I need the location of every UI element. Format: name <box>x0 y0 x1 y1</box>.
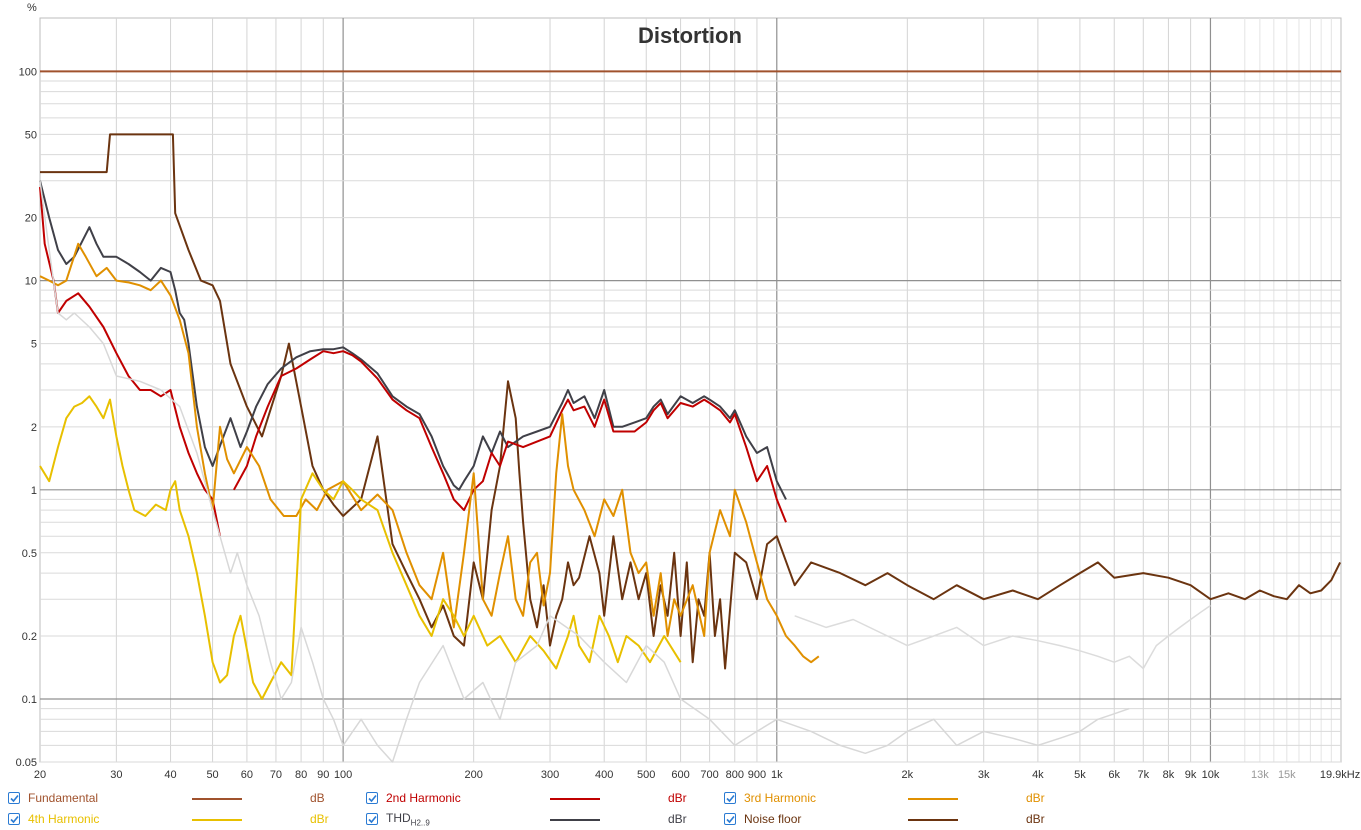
y-tick-label: 1 <box>31 485 37 497</box>
series-4th-harmonic <box>39 395 682 700</box>
y-tick-label: 2 <box>31 422 37 434</box>
y-tick-label: 0.05 <box>16 757 37 769</box>
legend-item-noise-floor[interactable]: Noise floor <box>724 809 801 829</box>
x-tick-label: 5k <box>1074 769 1086 781</box>
legend-label-subscript: H2..9 <box>410 818 430 828</box>
y-tick-label: 10 <box>25 276 37 288</box>
distortion-chart: 20 30 40 50 60 70 80 90 100 200 300 400 500 600 700 800… <box>16 2 1361 781</box>
legend: Fundamental dB 2nd Harmonic dBr 3rd Harmonic… <box>0 787 1361 830</box>
y-tick-label: 0.1 <box>22 694 37 706</box>
checkbox-checked-icon[interactable] <box>8 792 20 804</box>
x-tick-label: 600 <box>671 769 689 781</box>
series-noise-floor <box>40 133 1341 670</box>
chart-series <box>39 70 1341 763</box>
checkbox-checked-icon[interactable] <box>8 813 20 825</box>
y-tick-label: 20 <box>25 213 37 225</box>
x-tick-label: 6k <box>1108 769 1120 781</box>
x-tick-label: 80 <box>295 769 307 781</box>
legend-swatch-line <box>908 819 958 821</box>
y-tick-label: 50 <box>25 129 37 141</box>
x-tick-label: 90 <box>317 769 329 781</box>
x-tick-label: 13k <box>1251 769 1269 781</box>
x-tick-label: 8k <box>1163 769 1175 781</box>
legend-unit[interactable]: dBr <box>1026 812 1045 826</box>
legend-unit[interactable]: dBr <box>668 791 687 805</box>
y-axis-unit: % <box>27 2 37 14</box>
legend-item-4th-harmonic[interactable]: 4th Harmonic <box>8 809 99 829</box>
x-tick-label: 20 <box>34 769 46 781</box>
legend-item-3rd-harmonic[interactable]: 3rd Harmonic <box>724 788 816 808</box>
x-tick-label: 7k <box>1137 769 1149 781</box>
series-thd <box>39 180 787 500</box>
legend-swatch-line <box>192 819 242 821</box>
x-tick-label: 3k <box>978 769 990 781</box>
checkbox-checked-icon[interactable] <box>366 792 378 804</box>
checkbox-checked-icon[interactable] <box>724 813 736 825</box>
legend-label: Noise floor <box>744 812 802 826</box>
legend-unit[interactable]: dBr <box>668 812 687 826</box>
x-tick-label: 40 <box>164 769 176 781</box>
x-tick-label: 500 <box>637 769 655 781</box>
series-background-7 <box>794 604 1211 670</box>
x-tick-label: 70 <box>270 769 282 781</box>
legend-item-fundamental[interactable]: Fundamental <box>8 788 98 808</box>
x-tick-label: 200 <box>464 769 482 781</box>
legend-swatch-line <box>908 798 958 800</box>
legend-unit[interactable]: dBr <box>1026 791 1045 805</box>
x-tick-label: 15k <box>1278 769 1296 781</box>
legend-label: 2nd Harmonic <box>386 791 461 805</box>
y-tick-label: 100 <box>19 66 37 78</box>
legend-swatch-line <box>550 798 600 800</box>
x-tick-label: 900 <box>748 769 766 781</box>
legend-label: 4th Harmonic <box>28 812 100 826</box>
series-background-6 <box>39 180 1130 763</box>
x-tick-label: 400 <box>595 769 613 781</box>
chart-axes: 20 30 40 50 60 70 80 90 100 200 300 400 500 600 700 800… <box>16 66 1361 781</box>
y-tick-label: 5 <box>31 339 37 351</box>
y-tick-label: 0.5 <box>22 548 37 560</box>
x-tick-label: 800 <box>726 769 744 781</box>
x-tick-label: 9k <box>1185 769 1197 781</box>
legend-label: THDH2..9 <box>386 810 430 828</box>
legend-unit[interactable]: dB <box>310 791 325 805</box>
chart-title: Distortion <box>638 23 742 48</box>
checkbox-checked-icon[interactable] <box>724 792 736 804</box>
legend-unit[interactable]: dBr <box>310 812 329 826</box>
series-3rd-harmonic <box>39 242 820 664</box>
x-tick-label: 300 <box>541 769 559 781</box>
x-tick-label: 30 <box>110 769 122 781</box>
x-tick-label: 19.9kHz <box>1320 769 1360 781</box>
legend-swatch-line <box>550 819 600 821</box>
x-tick-label: 700 <box>700 769 718 781</box>
series-2nd-harmonic <box>39 187 787 537</box>
legend-label: 3rd Harmonic <box>744 791 817 805</box>
x-tick-label: 10k <box>1202 769 1220 781</box>
checkbox-checked-icon[interactable] <box>366 813 378 825</box>
x-tick-label: 1k <box>771 769 783 781</box>
x-tick-label: 4k <box>1032 769 1044 781</box>
legend-swatch-line <box>192 798 242 800</box>
x-tick-label: 100 <box>334 769 352 781</box>
x-tick-label: 60 <box>241 769 253 781</box>
legend-item-2nd-harmonic[interactable]: 2nd Harmonic <box>366 788 461 808</box>
y-tick-label: 0.2 <box>22 631 37 643</box>
x-tick-label: 2k <box>902 769 914 781</box>
x-tick-label: 50 <box>206 769 218 781</box>
legend-label: Fundamental <box>28 791 99 805</box>
legend-item-thd[interactable]: THDH2..9 <box>366 809 430 829</box>
chart-grid <box>39 17 1342 763</box>
